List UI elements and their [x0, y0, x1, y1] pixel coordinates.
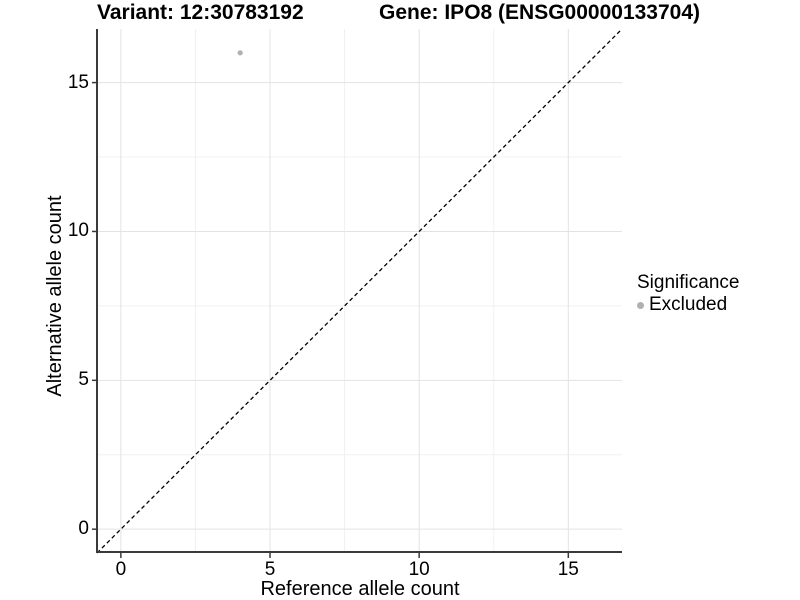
legend-key-dot — [637, 301, 644, 309]
y-tick-label: 10 — [67, 220, 89, 242]
y-axis-title: Alternative allele count — [44, 195, 66, 397]
plot-panel — [92, 29, 622, 558]
y-tick-label: 0 — [78, 518, 89, 540]
legend: Significance Excluded — [637, 272, 739, 316]
x-tick-label: 5 — [264, 559, 276, 580]
x-tick-label: 0 — [115, 559, 127, 580]
x-tick-label: 10 — [408, 559, 430, 580]
x-axis-title: Reference allele count — [260, 578, 460, 600]
x-tick-label: 15 — [557, 559, 579, 580]
plot-title-variant: Variant: 12:30783192 — [97, 1, 304, 24]
legend-entry-label: Excluded — [649, 294, 728, 315]
y-tick-label: 15 — [67, 71, 89, 93]
legend-entry-excluded: Excluded — [637, 294, 739, 316]
data-point — [237, 50, 243, 56]
legend-title: Significance — [637, 272, 740, 293]
y-tick-label: 5 — [78, 369, 89, 391]
plot-title-gene: Gene: IPO8 (ENSG00000133704) — [379, 1, 701, 24]
identity-dashed-line — [96, 29, 622, 554]
